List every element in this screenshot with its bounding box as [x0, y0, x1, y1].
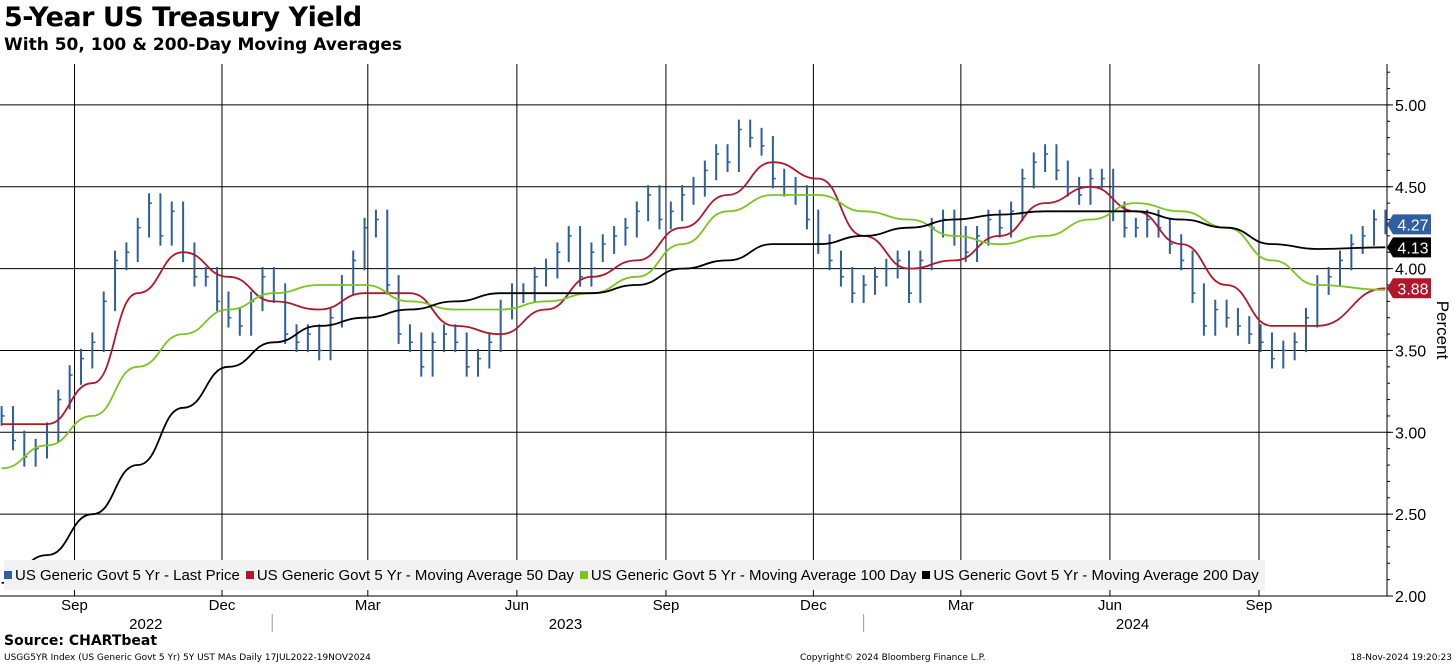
year-label: 2023	[549, 616, 582, 633]
legend-label: US Generic Govt 5 Yr - Last Price	[15, 567, 240, 584]
legend: US Generic Govt 5 Yr - Last Price US Gene…	[4, 560, 1265, 590]
legend-swatch	[922, 571, 930, 579]
legend-label: US Generic Govt 5 Yr - Moving Average 20…	[933, 567, 1258, 584]
x-tick-label: Mar	[355, 597, 381, 614]
last-value-marker: 4.13	[1387, 237, 1431, 257]
x-tick-label: Dec	[209, 597, 236, 614]
legend-label: US Generic Govt 5 Yr - Moving Average 10…	[591, 567, 916, 584]
x-tick-label: Sep	[1246, 597, 1273, 614]
footer-timestamp: 18-Nov-2024 19:20:23	[1351, 653, 1452, 663]
x-tick-label: Sep	[653, 597, 680, 614]
x-tick-label: Dec	[800, 597, 827, 614]
footer-index-info: USGG5YR Index (US Generic Govt 5 Yr) 5Y …	[4, 653, 371, 663]
y-tick-label: 4.00	[1395, 262, 1426, 279]
tick-labels: 2.00 2.50 3.00 3.50 4.00 4.50 5.00 Sep Dec Mar Jun…	[61, 98, 1426, 633]
legend-item: US Generic Govt 5 Yr - Moving Average 20…	[922, 567, 1258, 584]
footer-copyright: Copyright© 2024 Bloomberg Finance L.P.	[800, 653, 985, 663]
y-tick-label: 2.00	[1395, 589, 1426, 606]
y-tick-label: 3.00	[1395, 425, 1426, 442]
y-tick-label: 2.50	[1395, 507, 1426, 524]
legend-swatch	[580, 571, 588, 579]
legend-swatch	[246, 571, 254, 579]
legend-item: US Generic Govt 5 Yr - Moving Average 10…	[580, 567, 916, 584]
last-value-label: 4.13	[1397, 240, 1428, 257]
last-value-label: 4.27	[1397, 217, 1428, 234]
series-layer	[2, 120, 1389, 583]
x-tick-label: Jun	[505, 597, 529, 614]
series-price	[2, 120, 1389, 467]
chart-subtitle: With 50, 100 & 200-Day Moving Averages	[4, 35, 402, 55]
x-tick-label: Jun	[1098, 597, 1122, 614]
y-tick-label: 3.50	[1395, 343, 1426, 360]
legend-item: US Generic Govt 5 Yr - Last Price	[4, 567, 240, 584]
legend-item: US Generic Govt 5 Yr - Moving Average 50…	[246, 567, 574, 584]
axes	[0, 64, 1393, 632]
x-tick-label: Sep	[61, 597, 88, 614]
legend-swatch	[4, 571, 12, 579]
last-value-label: 3.88	[1397, 281, 1428, 298]
series-line-2	[2, 195, 1386, 468]
last-value-marker: 4.27	[1387, 214, 1431, 234]
year-label: 2022	[129, 616, 162, 633]
y-axis-label: Percent	[1433, 301, 1452, 360]
y-tick-label: 5.00	[1395, 98, 1426, 115]
legend-label: US Generic Govt 5 Yr - Moving Average 50…	[257, 567, 574, 584]
grid-lines	[0, 64, 1387, 596]
year-label: 2024	[1116, 616, 1149, 633]
source-note: Source: CHARTbeat	[4, 633, 157, 649]
chart-title: 5-Year US Treasury Yield	[4, 2, 362, 33]
last-value-markers: 4.27 4.13 3.88	[1387, 214, 1431, 298]
last-value-marker: 3.88	[1387, 278, 1431, 298]
x-tick-label: Mar	[948, 597, 974, 614]
y-tick-label: 4.50	[1395, 180, 1426, 197]
